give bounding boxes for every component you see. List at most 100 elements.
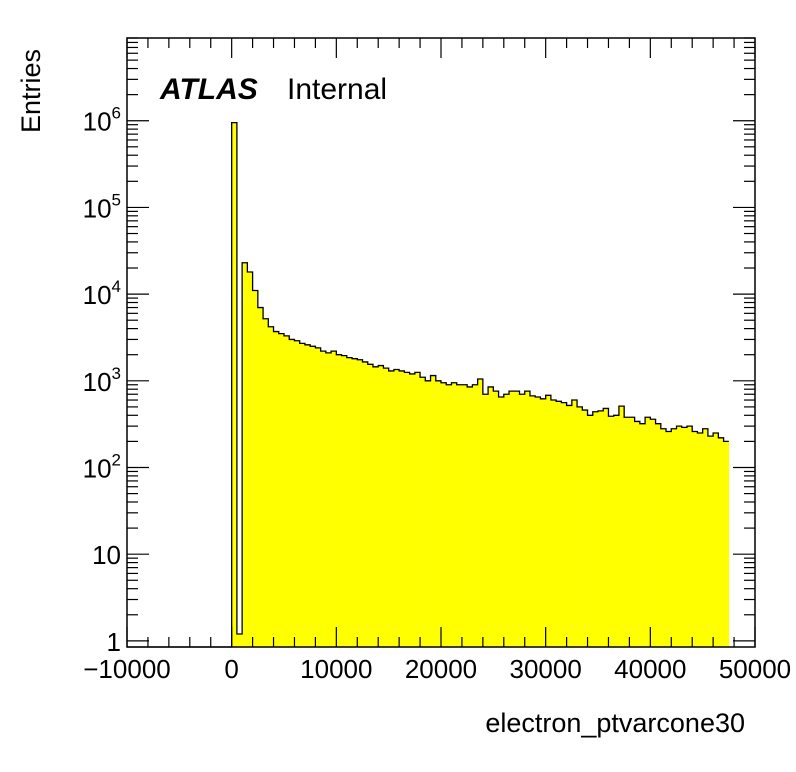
x-tick-labels: −10000 0 10000 20000 30000 40000 50000 [83, 654, 791, 684]
histogram-bar [231, 122, 238, 648]
histogram-bar [713, 432, 719, 647]
histogram-bar [519, 394, 526, 647]
histogram-bar [315, 347, 321, 647]
histogram-bar [697, 432, 703, 647]
histogram-bar [618, 406, 625, 647]
histogram-bar [263, 318, 269, 647]
histogram-bar [409, 373, 416, 647]
histogram-bar [472, 384, 478, 647]
histogram-bar [666, 431, 672, 647]
histogram-bar [352, 358, 358, 647]
histogram-bar [514, 391, 520, 647]
histogram-bars [231, 122, 730, 648]
histogram-bar [372, 366, 379, 647]
histogram-bar [598, 410, 604, 647]
x-axis-ticks [126, 38, 756, 647]
histogram-bar [461, 384, 468, 647]
histogram-bar [639, 423, 646, 647]
atlas-status-label: Internal [287, 73, 387, 106]
histogram-bar [278, 333, 285, 647]
histogram-bar [702, 428, 709, 647]
histogram-bar [561, 402, 567, 647]
atlas-label: ATLAS [159, 73, 258, 106]
histogram-bar [304, 344, 311, 647]
y-axis-title: Entries [16, 49, 46, 133]
y-tick-label: 106 [83, 104, 121, 137]
histogram-bar [655, 423, 662, 647]
histogram-bar [242, 262, 248, 647]
histogram-bar [477, 378, 484, 647]
histogram-bar [550, 400, 557, 647]
histogram-bar [488, 386, 494, 647]
histogram-bar [624, 417, 630, 647]
x-tick-label: 10000 [300, 654, 372, 684]
histogram-bar [399, 370, 405, 647]
histogram-bar [393, 369, 400, 647]
histogram-bar [660, 428, 667, 647]
histogram-bar [378, 365, 384, 647]
histogram-bar [529, 395, 536, 647]
histogram-bar [629, 417, 635, 647]
y-tick-label: 10 [92, 540, 121, 570]
x-tick-label: 0 [224, 654, 238, 684]
histogram-bar [571, 400, 578, 647]
histogram-bar [430, 375, 437, 647]
y-tick-label: 1 [107, 627, 121, 657]
histogram-bar [420, 377, 426, 647]
histogram-bar [577, 406, 583, 647]
histogram-bar [383, 368, 389, 647]
histogram-bar [294, 340, 300, 647]
histogram-bar [236, 634, 243, 647]
histogram-bar [336, 354, 342, 647]
histogram-outline [127, 122, 729, 648]
histogram-bar [493, 391, 499, 647]
histogram-bar [341, 355, 348, 647]
histogram-bar [367, 364, 374, 647]
histogram-bar [634, 421, 641, 647]
histogram-bar [603, 408, 609, 647]
histogram-bar [414, 372, 421, 647]
histogram-bar [540, 398, 546, 647]
histogram-bar [388, 370, 395, 647]
histogram-bar [404, 372, 410, 647]
histogram-bar [284, 335, 290, 647]
histogram-bar [503, 394, 510, 647]
x-tick-label: −10000 [83, 654, 170, 684]
x-tick-label: 30000 [510, 654, 582, 684]
histogram-bar [671, 428, 677, 647]
histogram-bar [686, 426, 693, 647]
x-tick-label: 40000 [614, 654, 686, 684]
histogram-bar [257, 307, 264, 647]
histogram-bar [299, 343, 306, 647]
histogram-bar [268, 326, 274, 647]
histogram-bar [582, 410, 588, 647]
histogram-bar [608, 416, 614, 647]
histogram-bar [545, 395, 552, 647]
histogram-bar [456, 384, 463, 647]
histogram-bar [645, 417, 651, 647]
histogram-bar [676, 426, 683, 647]
x-tick-label: 50000 [719, 654, 791, 684]
histogram-bar [289, 339, 295, 647]
y-tick-label: 102 [83, 450, 121, 483]
histogram-bar [247, 271, 253, 647]
histogram-bar [441, 382, 447, 647]
histogram-bar [451, 382, 457, 647]
histogram-bar [320, 351, 327, 647]
histogram-bar [467, 386, 473, 647]
histogram-bar [273, 331, 280, 647]
y-tick-label: 103 [83, 364, 121, 397]
histogram-bar [592, 411, 599, 647]
histogram-bar [446, 384, 452, 647]
histogram-bar [718, 437, 724, 647]
histogram-bar [681, 427, 688, 647]
y-tick-label: 104 [83, 277, 121, 310]
x-axis-title: electron_ptvarcone30 [485, 708, 745, 738]
histogram-bar [707, 436, 714, 647]
y-tick-labels: 1 10 102 103 104 105 106 [83, 104, 121, 657]
histogram-bar [362, 361, 369, 647]
histogram-bar [252, 290, 259, 647]
histogram-bar [524, 391, 531, 647]
histogram-bar [613, 415, 620, 647]
